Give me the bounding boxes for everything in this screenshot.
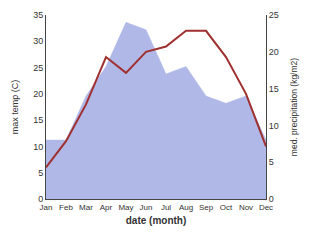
svg-text:Dec: Dec (259, 203, 273, 212)
svg-text:20: 20 (33, 89, 43, 99)
svg-text:max temp (C): max temp (C) (10, 80, 20, 135)
svg-text:0: 0 (38, 194, 43, 204)
svg-text:5: 5 (269, 157, 274, 167)
svg-text:date (month): date (month) (126, 215, 187, 226)
svg-text:30: 30 (33, 36, 43, 46)
svg-text:10: 10 (269, 121, 279, 131)
svg-text:10: 10 (33, 142, 43, 152)
svg-text:med. precipitation (kg/m2): med. precipitation (kg/m2) (289, 58, 299, 156)
svg-text:Jan: Jan (40, 203, 53, 212)
svg-text:Feb: Feb (59, 203, 73, 212)
svg-text:Apr: Apr (100, 203, 113, 212)
svg-text:0: 0 (269, 194, 274, 204)
svg-text:15: 15 (33, 115, 43, 125)
svg-text:Jul: Jul (161, 203, 171, 212)
svg-text:Oct: Oct (220, 203, 233, 212)
svg-text:20: 20 (269, 47, 279, 57)
svg-text:Aug: Aug (179, 203, 193, 212)
svg-text:Jun: Jun (140, 203, 153, 212)
svg-text:5: 5 (38, 168, 43, 178)
svg-text:25: 25 (33, 63, 43, 73)
svg-text:Nov: Nov (239, 203, 253, 212)
svg-text:Mar: Mar (79, 203, 93, 212)
svg-text:35: 35 (33, 10, 43, 20)
svg-text:25: 25 (269, 10, 279, 20)
svg-text:Sep: Sep (199, 203, 214, 212)
svg-text:May: May (118, 203, 133, 212)
svg-text:15: 15 (269, 84, 279, 94)
